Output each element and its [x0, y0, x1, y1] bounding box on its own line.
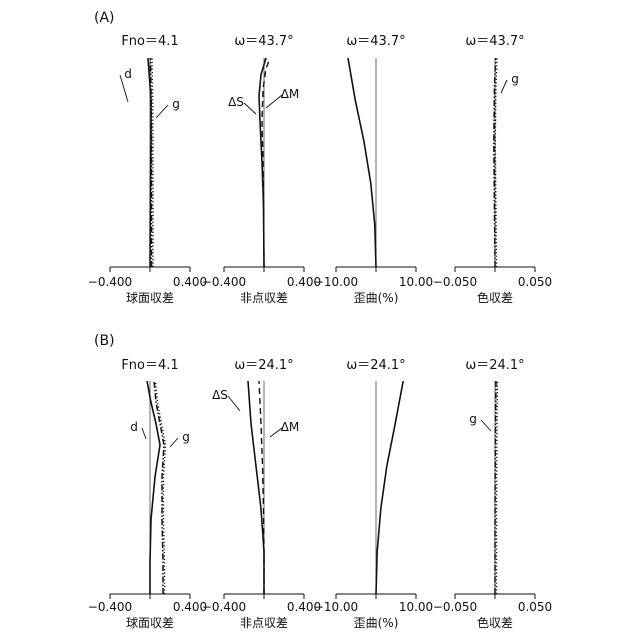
- b-spherical-axis-label: 球面収差: [126, 616, 174, 630]
- a-astigmatism-tick-label-0: −0.400: [202, 275, 246, 289]
- b-chromatic-axis-label: 色収差: [477, 616, 513, 630]
- b-chromatic-plot: ω＝24.1° −0.050 0.050 色収差 g: [433, 358, 552, 630]
- b-distortion-tick-label-1: 10.00: [399, 600, 433, 614]
- b-distortion-series-curve-line: [376, 381, 403, 594]
- a-astigmatism-leader-delta-s: [244, 103, 256, 114]
- b-chromatic-tick-label-1: 0.050: [518, 600, 552, 614]
- b-spherical-label-g: g: [182, 430, 190, 444]
- a-distortion-axis-label: 歪曲(%): [354, 291, 399, 305]
- a-chromatic-label-g: g: [511, 72, 519, 86]
- b-chromatic-series-g-line: [495, 381, 496, 594]
- b-astigmatism-series-delta-s-line: [248, 381, 264, 594]
- b-spherical-plot: Fno＝4.1−0.4000.400球面収差dg: [88, 358, 207, 630]
- b-astigmatism-label-delta-m: ΔM: [281, 420, 300, 434]
- b-astigmatism-label-delta-s: ΔS: [212, 388, 228, 402]
- b-astigmatism-tick-label-0: −0.400: [202, 600, 246, 614]
- b-spherical-leader-d: [142, 428, 146, 439]
- b-chromatic-title: ω＝24.1°: [465, 358, 524, 373]
- a-distortion-tick-label-0: −10.00: [314, 275, 358, 289]
- b-spherical-tick-label-0: −0.400: [88, 600, 132, 614]
- a-astigmatism-plot: ω＝43.7°−0.4000.400非点収差ΔSΔM: [202, 34, 321, 305]
- a-chromatic-tick-label-1: 0.050: [518, 275, 552, 289]
- b-astigmatism-axis-label: 非点収差: [240, 616, 288, 630]
- a-astigmatism-title: ω＝43.7°: [234, 34, 293, 49]
- a-chromatic-series-g-dotted-line: [495, 58, 497, 267]
- b-astigmatism-title: ω＝24.1°: [234, 358, 293, 373]
- a-spherical-tick-label-0: −0.400: [88, 275, 132, 289]
- a-distortion-series-curve-line: [348, 58, 376, 267]
- a-spherical-label-d: d: [124, 67, 132, 81]
- b-distortion-plot: ω＝24.1° −10.00 10.00歪曲(%): [314, 358, 433, 630]
- b-spherical-label-d: d: [130, 420, 138, 434]
- a-spherical-axis-label: 球面収差: [126, 291, 174, 305]
- a-spherical-title: Fno＝4.1: [121, 34, 178, 49]
- b-chromatic-tick-label-0: −0.050: [433, 600, 477, 614]
- b-chromatic-label-g: g: [469, 412, 477, 426]
- a-distortion-title: ω＝43.7°: [346, 34, 405, 49]
- a-distortion-plot: ω＝43.7° −10.00 10.00歪曲(%): [314, 34, 433, 305]
- a-astigmatism-leader-delta-m: [266, 95, 282, 108]
- a-astigmatism-label-delta-s: ΔS: [228, 95, 244, 109]
- b-distortion-axis-label: 歪曲(%): [354, 616, 399, 630]
- a-spherical-plot: Fno＝4.1−0.4000.400球面収差dg: [88, 34, 207, 305]
- a-chromatic-leader-g: [501, 80, 507, 93]
- b-spherical-title: Fno＝4.1: [121, 358, 178, 373]
- a-astigmatism-label-delta-m: ΔM: [281, 87, 300, 101]
- b-chromatic-leader-g: [481, 420, 491, 431]
- b-distortion-title: ω＝24.1°: [346, 358, 405, 373]
- a-chromatic-title: ω＝43.7°: [465, 34, 524, 49]
- a-chromatic-axis-label: 色収差: [477, 291, 513, 305]
- b-chromatic-series-g-dotted-line: [497, 381, 498, 594]
- b-spherical-leader-g: [170, 438, 178, 447]
- b-astigmatism-plot: ω＝24.1°−0.4000.400非点収差ΔSΔM: [202, 358, 321, 630]
- panel-label-a: (A): [94, 10, 115, 26]
- b-astigmatism-leader-delta-s: [228, 396, 240, 411]
- a-spherical-label-g: g: [172, 97, 180, 111]
- a-distortion-tick-label-1: 10.00: [399, 275, 433, 289]
- a-chromatic-tick-label-0: −0.050: [433, 275, 477, 289]
- panel-label-b: (B): [94, 333, 115, 349]
- a-spherical-leader-g: [156, 105, 168, 118]
- a-astigmatism-series-delta-m-line: [262, 58, 270, 267]
- b-spherical-series-g-line: [154, 381, 164, 594]
- a-astigmatism-axis-label: 非点収差: [240, 291, 288, 305]
- b-spherical-series-g-dotted-line: [156, 381, 166, 594]
- a-chromatic-plot: ω＝43.7° −0.050 0.050 色収差 g: [433, 34, 552, 305]
- b-distortion-tick-label-0: −10.00: [314, 600, 358, 614]
